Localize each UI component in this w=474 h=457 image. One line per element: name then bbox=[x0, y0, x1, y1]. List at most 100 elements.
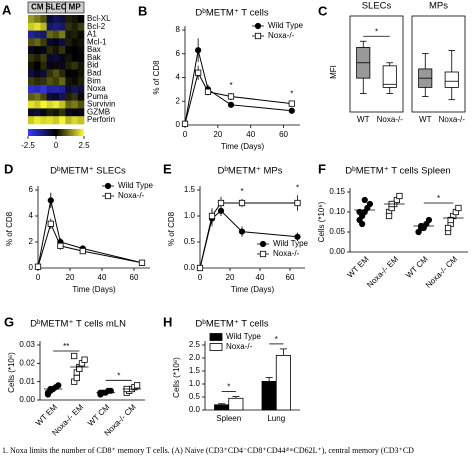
heat-cell bbox=[77, 69, 85, 78]
heat-cell bbox=[77, 108, 85, 117]
annotation: * bbox=[229, 81, 232, 90]
heat-cell bbox=[46, 116, 54, 125]
legend-label: Wild Type bbox=[273, 239, 309, 248]
heat-cell bbox=[46, 30, 54, 39]
y-tick-label: 2.0 bbox=[189, 353, 201, 362]
marker bbox=[259, 240, 267, 248]
marker bbox=[138, 259, 146, 266]
row-label: Bad bbox=[87, 69, 101, 78]
heat-cell bbox=[28, 22, 35, 31]
heat-cell bbox=[52, 92, 60, 101]
chart-title: DᵇMETM⁺ T cells Spleen bbox=[345, 166, 450, 177]
marker bbox=[288, 100, 295, 107]
legend-swatch bbox=[209, 333, 223, 341]
marker bbox=[107, 387, 114, 394]
heat-cell bbox=[34, 53, 41, 63]
marker bbox=[444, 224, 452, 232]
heat-cell bbox=[46, 61, 54, 70]
heat-cell bbox=[34, 46, 41, 55]
heat-cell bbox=[65, 61, 72, 70]
bar bbox=[261, 380, 277, 411]
marker bbox=[259, 250, 267, 258]
heat-cell bbox=[65, 77, 72, 86]
heat-cell bbox=[28, 30, 35, 39]
heat-cell bbox=[28, 69, 35, 78]
legend-label: Wild Type bbox=[226, 332, 262, 341]
series-line bbox=[37, 222, 143, 267]
marker bbox=[425, 216, 433, 224]
y-axis-label: MFI bbox=[329, 65, 338, 79]
heat-cell bbox=[34, 61, 41, 70]
heat-cell bbox=[71, 116, 79, 125]
marker bbox=[195, 69, 202, 76]
legend-label: Noxa-/- bbox=[226, 342, 253, 351]
caption: 1. Noxa limits the number of CD8⁺ memory… bbox=[2, 446, 414, 455]
heat-cell bbox=[46, 108, 54, 117]
heat-cell bbox=[34, 100, 41, 109]
heat-cell bbox=[28, 116, 35, 125]
y-tick-label: 0 bbox=[29, 263, 34, 272]
heat-cell bbox=[65, 30, 72, 39]
bar bbox=[214, 404, 230, 411]
x-tick-label: 40 bbox=[246, 130, 255, 139]
y-axis-label: Cells (*10⁶) bbox=[7, 352, 16, 393]
heat-cell bbox=[52, 30, 60, 39]
heat-cell bbox=[77, 100, 85, 109]
heat-cell bbox=[71, 61, 79, 70]
marker bbox=[455, 204, 462, 212]
y-axis-label: Cells (*10⁶) bbox=[317, 201, 326, 242]
marker bbox=[71, 352, 78, 360]
marker bbox=[254, 32, 262, 40]
subpanel-frame bbox=[411, 15, 466, 113]
heat-cell bbox=[71, 77, 79, 86]
heat-cell bbox=[34, 116, 41, 125]
x-tick-label: Noxa-/- CM bbox=[424, 254, 460, 290]
marker bbox=[76, 365, 83, 372]
y-tick-label: 0.0 bbox=[184, 263, 196, 272]
heat-cell bbox=[46, 77, 54, 86]
marker bbox=[396, 192, 403, 200]
box bbox=[382, 65, 397, 88]
y-tick-label: 0.10 bbox=[329, 207, 345, 216]
y-tick-label: 6 bbox=[176, 49, 181, 58]
heat-cell bbox=[28, 77, 35, 86]
subpanel-title: SLECs bbox=[362, 1, 392, 12]
series-line bbox=[184, 71, 292, 124]
panel-letter: B bbox=[138, 3, 147, 18]
heat-cell bbox=[46, 38, 54, 47]
y-tick-label: 0.5 bbox=[189, 392, 201, 401]
row-label: Bid bbox=[87, 61, 99, 70]
heat-cell bbox=[40, 100, 47, 109]
marker bbox=[196, 264, 204, 272]
heat-cell bbox=[65, 116, 72, 125]
legend-swatch bbox=[209, 343, 223, 351]
heat-cell bbox=[65, 22, 72, 31]
y-tick-label: 2 bbox=[29, 237, 34, 246]
marker bbox=[208, 212, 216, 220]
heat-cell bbox=[40, 108, 47, 117]
heat-cell bbox=[65, 53, 72, 63]
x-tick-label: Lung bbox=[267, 414, 285, 423]
y-tick-label: 0.15 bbox=[329, 187, 345, 196]
marker bbox=[81, 356, 88, 363]
heat-cell bbox=[71, 22, 79, 31]
colorbar-tick-label: 0 bbox=[54, 141, 59, 150]
marker bbox=[57, 242, 64, 249]
heat-cell bbox=[34, 69, 41, 78]
heat-cell bbox=[40, 22, 47, 31]
heat-cell bbox=[77, 22, 85, 31]
heat-cell bbox=[59, 69, 66, 78]
heat-cell bbox=[59, 30, 66, 39]
y-tick-label: 1.0 bbox=[189, 379, 201, 388]
panel-letter: E bbox=[163, 161, 172, 176]
heat-cell bbox=[34, 92, 41, 101]
heat-cell bbox=[40, 53, 47, 63]
subpanel-frame bbox=[349, 15, 404, 113]
heat-cell bbox=[71, 108, 79, 117]
heat-cell bbox=[28, 85, 35, 94]
marker bbox=[288, 107, 295, 114]
marker bbox=[55, 382, 62, 389]
marker bbox=[181, 120, 189, 127]
x-tick-label: 20 bbox=[226, 273, 235, 282]
